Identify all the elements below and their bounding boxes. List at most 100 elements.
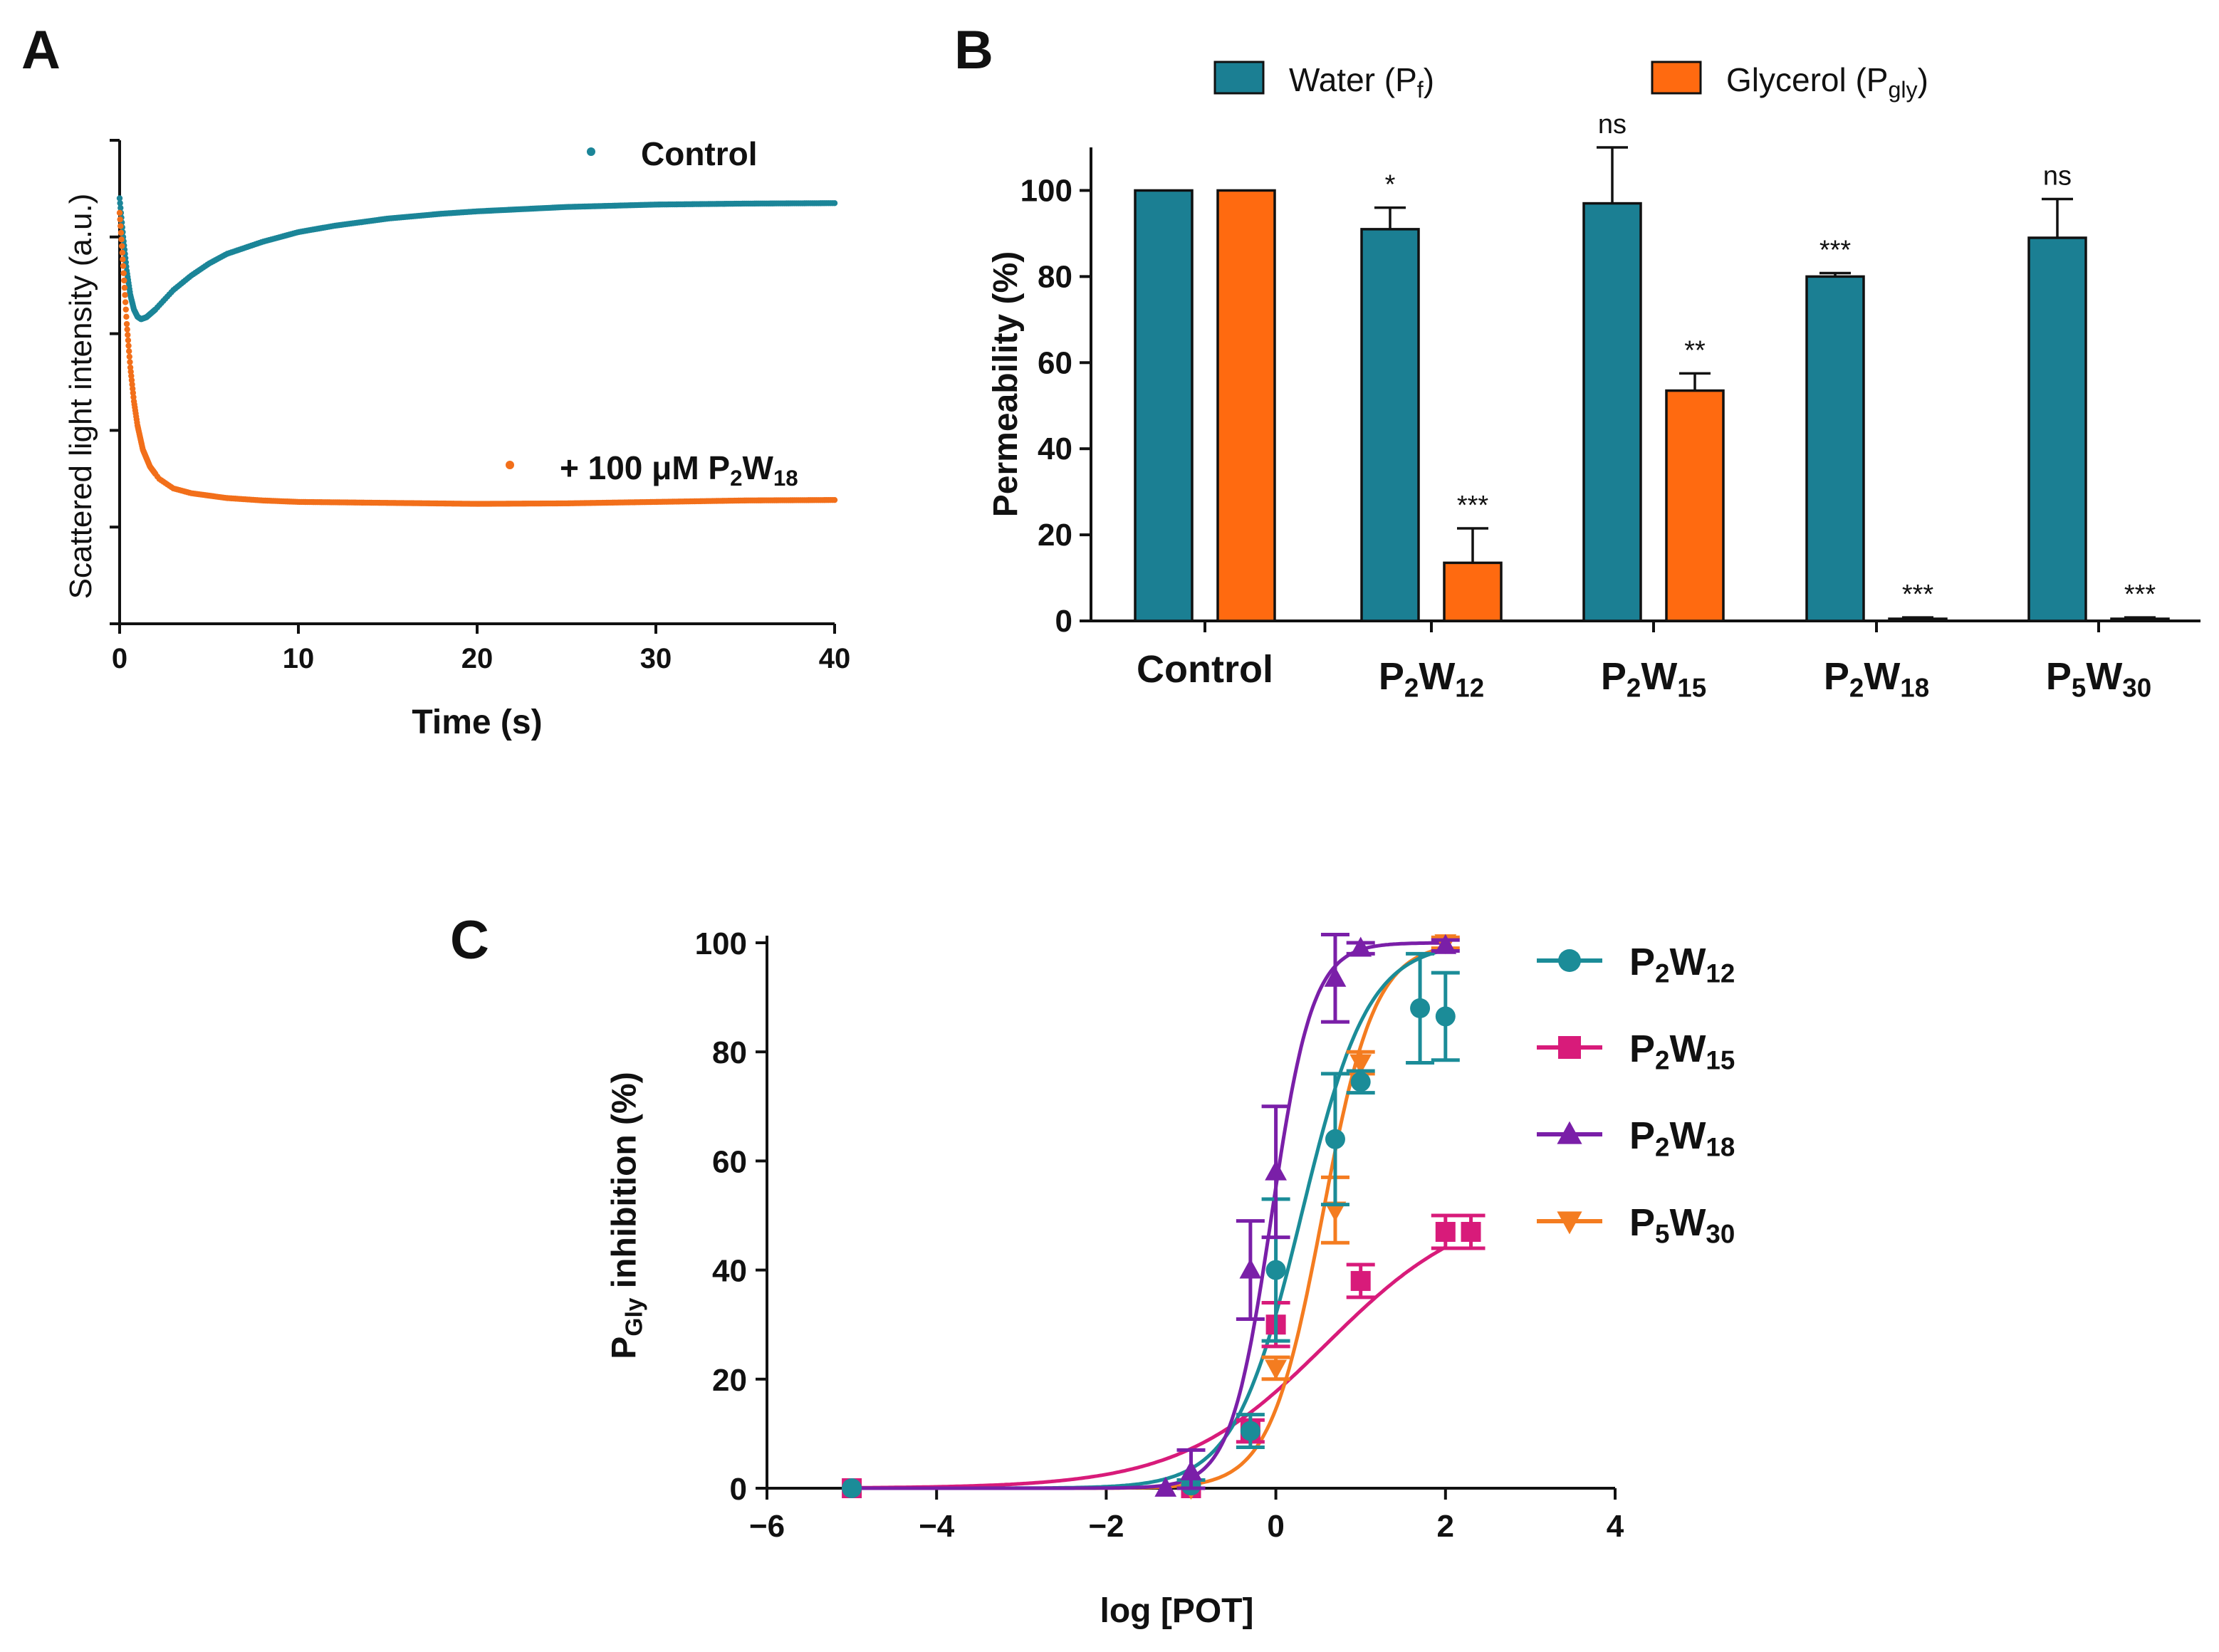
data-point	[117, 200, 123, 206]
legend-label: P2W15	[1629, 1028, 1735, 1075]
data-point	[118, 243, 125, 249]
y-tick-label: 0	[730, 1472, 747, 1507]
significance-label: ***	[1819, 236, 1852, 266]
data-point	[118, 204, 124, 211]
legend-marker	[1558, 949, 1581, 972]
panel-c: C 0 20 40 60 80 100 −6 −4 −2 0 2 4 log [POT] PGly inhi…	[450, 910, 1735, 1630]
y-tick-label: 60	[712, 1144, 747, 1179]
x-tick-label: 0	[1267, 1509, 1284, 1544]
water-bar	[2027, 236, 2087, 622]
y-axis-title: PGly inhibition (%)	[605, 1072, 647, 1359]
data-point	[121, 284, 128, 291]
data-point	[121, 277, 127, 284]
glycerol-bar	[1443, 561, 1503, 622]
x-axis-title: Time (s)	[412, 704, 542, 741]
x-tick-label: 2	[1437, 1509, 1454, 1544]
series-p2w15	[842, 1213, 1486, 1498]
x-tick-label: 10	[283, 643, 315, 674]
data-point	[116, 209, 123, 216]
data-point	[1265, 1359, 1287, 1380]
data-point	[117, 216, 123, 223]
glycerol-bar	[1665, 389, 1725, 622]
legend-marker-p2w18	[506, 461, 514, 469]
series-p2w18	[116, 209, 838, 507]
data-point	[125, 332, 131, 338]
data-point	[1239, 1258, 1262, 1279]
legend-label-control: Control	[641, 135, 758, 172]
category-label: P5W30	[2046, 655, 2151, 702]
series-p5w30	[1180, 934, 1460, 1500]
water-bar	[1582, 202, 1642, 622]
data-point	[1435, 1006, 1456, 1027]
panel-letter-b: B	[954, 20, 993, 80]
data-point	[122, 299, 129, 305]
y-tick-label: 60	[1038, 345, 1072, 380]
data-point	[1435, 1221, 1456, 1242]
data-point	[120, 256, 126, 263]
legend-marker-control	[587, 147, 595, 156]
category-label: P2W12	[1379, 655, 1484, 702]
legend-label: P2W18	[1629, 1114, 1735, 1161]
panel-b: B Water (Pf) Glycerol (Pgly) 0 20 40 60 80 100 Pe…	[954, 20, 2200, 702]
x-tick-label: 0	[112, 643, 127, 674]
y-tick-label: 100	[695, 926, 747, 961]
significance-label: ***	[2124, 580, 2156, 610]
series-p2w12	[842, 951, 1460, 1498]
x-tick-label: −2	[1088, 1509, 1124, 1544]
significance-label: ***	[1457, 491, 1489, 521]
data-point	[125, 337, 132, 344]
significance-label: ns	[1598, 110, 1627, 140]
panel-letter-c: C	[450, 910, 489, 971]
data-point	[1265, 1160, 1287, 1181]
panel-letter-a: A	[21, 20, 61, 80]
data-point	[831, 496, 838, 503]
series-control	[116, 195, 838, 323]
y-tick-label: 40	[1038, 432, 1072, 466]
legend-label-p2w18: + 100 μM P2W18	[560, 449, 798, 491]
x-tick-label: 30	[640, 643, 672, 674]
x-axis-title: log [POT]	[1100, 1592, 1254, 1630]
legend-marker	[1558, 1036, 1581, 1059]
legend-label: Glycerol (Pgly)	[1726, 61, 1928, 103]
y-tick-label: 0	[1055, 604, 1072, 639]
data-point	[125, 348, 132, 355]
data-point	[1350, 1072, 1371, 1092]
y-axis-title: Permeability (%)	[987, 251, 1025, 517]
y-tick-label: 100	[1020, 173, 1072, 208]
data-point	[1350, 1270, 1371, 1291]
data-point	[842, 1478, 862, 1498]
data-point	[120, 270, 127, 276]
data-point	[1180, 1460, 1202, 1480]
y-tick-label: 20	[1038, 518, 1072, 553]
x-tick-label: 20	[461, 643, 494, 674]
panel-a: A 0 10 20 30 40 Time (s) Scattered light intens…	[21, 20, 850, 741]
fit-curve-p2w18	[852, 941, 1446, 1490]
significance-label: *	[1385, 170, 1396, 200]
data-point	[127, 359, 133, 365]
water-bar	[1360, 228, 1420, 622]
data-point	[124, 326, 130, 333]
data-point	[123, 320, 130, 328]
category-label: P2W15	[1601, 655, 1706, 702]
glycerol-bar	[1216, 189, 1276, 622]
x-tick-label: −6	[749, 1509, 785, 1544]
data-point	[1324, 1201, 1347, 1222]
series-p2w18	[1154, 933, 1460, 1497]
legend-label: P2W12	[1629, 941, 1735, 988]
legend-marker	[1557, 1121, 1582, 1144]
data-point	[119, 249, 125, 256]
data-point	[1349, 936, 1372, 957]
y-tick-label: 80	[712, 1035, 747, 1070]
glycerol-bar	[2110, 617, 2170, 622]
water-bar	[1134, 189, 1194, 622]
y-axis-title: Scattered light intensity (a.u.)	[63, 194, 98, 600]
data-point	[1325, 1129, 1345, 1149]
category-label: Control	[1137, 648, 1273, 691]
data-point	[123, 313, 130, 320]
y-tick-label: 80	[1038, 259, 1072, 294]
data-point	[1434, 934, 1457, 954]
legend-label: Water (Pf)	[1289, 61, 1434, 103]
y-tick-label: 40	[712, 1254, 747, 1289]
data-point	[122, 292, 128, 298]
